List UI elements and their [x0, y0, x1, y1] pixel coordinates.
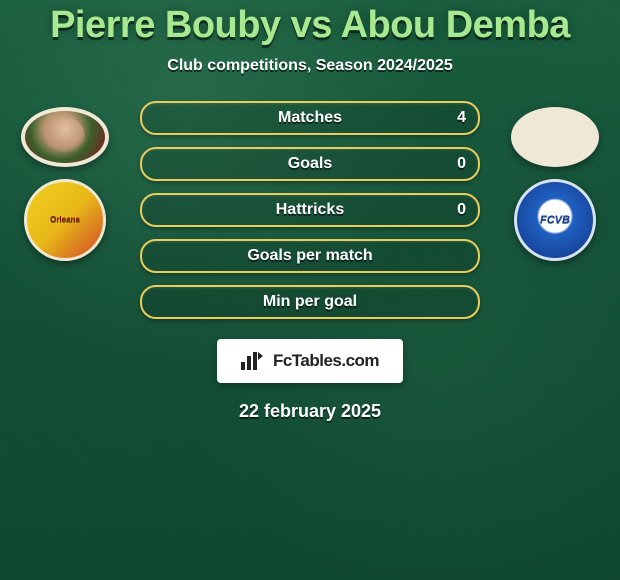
stat-label: Goals — [288, 155, 332, 173]
subtitle: Club competitions, Season 2024/2025 — [167, 57, 452, 75]
main-row: Orleans Matches 4 Goals 0 Hattricks 0 Go… — [0, 101, 620, 319]
right-player-col: FCVB — [500, 101, 610, 261]
left-club-badge: Orleans — [24, 179, 106, 261]
stats-column: Matches 4 Goals 0 Hattricks 0 Goals per … — [140, 101, 480, 319]
brand-text: FcTables.com — [273, 351, 379, 371]
stat-label: Goals per match — [247, 247, 372, 265]
generated-date: 22 february 2025 — [239, 401, 381, 422]
left-player-avatar — [21, 107, 109, 167]
right-player-avatar — [511, 107, 599, 167]
stat-right-value: 4 — [457, 109, 466, 127]
comparison-card: Pierre Bouby vs Abou Demba Club competit… — [0, 0, 620, 580]
stat-row-goals: Goals 0 — [140, 147, 480, 181]
page-title: Pierre Bouby vs Abou Demba — [50, 4, 570, 47]
right-badge-text: FCVB — [540, 215, 570, 226]
stat-right-value: 0 — [457, 201, 466, 219]
stat-row-hattricks: Hattricks 0 — [140, 193, 480, 227]
left-player-col: Orleans — [10, 101, 120, 261]
stat-row-min-per-goal: Min per goal — [140, 285, 480, 319]
bar-chart-icon — [241, 352, 265, 370]
stat-label: Min per goal — [263, 293, 357, 311]
right-club-badge: FCVB — [514, 179, 596, 261]
stat-row-matches: Matches 4 — [140, 101, 480, 135]
stat-right-value: 0 — [457, 155, 466, 173]
stat-label: Matches — [278, 109, 342, 127]
left-badge-text: Orleans — [50, 216, 80, 224]
stat-row-goals-per-match: Goals per match — [140, 239, 480, 273]
stat-label: Hattricks — [276, 201, 344, 219]
brand-box: FcTables.com — [217, 339, 403, 383]
